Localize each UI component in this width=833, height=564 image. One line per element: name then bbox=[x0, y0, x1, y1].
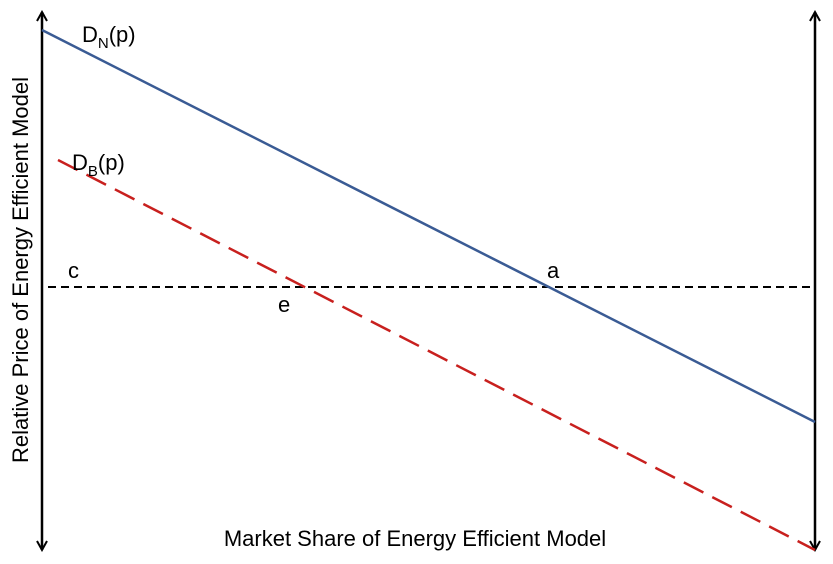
demand-b bbox=[57, 158, 816, 552]
point-a: a bbox=[547, 258, 560, 283]
symbol: D bbox=[72, 150, 88, 175]
db-label: DB(p) bbox=[72, 150, 125, 180]
demand-n bbox=[41, 28, 816, 424]
y-axis-label: Relative Price of Energy Efficient Model bbox=[8, 77, 33, 463]
point-c: c bbox=[68, 258, 79, 283]
subscript: N bbox=[98, 35, 109, 52]
suffix: (p) bbox=[109, 22, 136, 47]
x-axis-label: Market Share of Energy Efficient Model bbox=[224, 526, 606, 551]
subscript: B bbox=[88, 163, 98, 180]
point-e: e bbox=[278, 292, 290, 317]
dn-label: DN(p) bbox=[82, 22, 136, 52]
suffix: (p) bbox=[98, 150, 125, 175]
symbol: D bbox=[82, 22, 98, 47]
